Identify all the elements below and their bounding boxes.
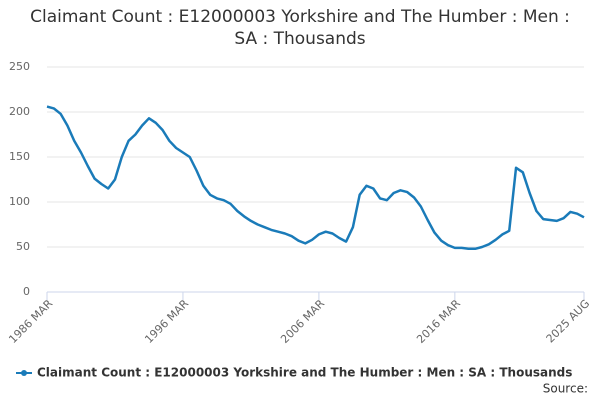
y-tick-label: 50	[16, 240, 30, 253]
x-tick-label: 2025 AUG	[544, 297, 593, 346]
x-tick-label: 1996 MAR	[142, 297, 191, 346]
legend-label: Claimant Count : E12000003 Yorkshire and…	[37, 366, 572, 380]
x-tick-label: 2016 MAR	[414, 297, 463, 346]
x-tick-label: 2006 MAR	[278, 297, 327, 346]
series-line	[46, 105, 585, 251]
y-tick-label: 150	[9, 150, 30, 163]
x-tick-label: 1986 MAR	[6, 297, 55, 346]
y-tick-label: 0	[23, 285, 30, 298]
legend-marker	[21, 370, 27, 376]
y-tick-label: 100	[9, 195, 30, 208]
chart-title: Claimant Count : E12000003 Yorkshire and…	[30, 7, 570, 49]
y-tick-label: 200	[9, 105, 30, 118]
y-tick-label: 250	[9, 60, 30, 73]
source: Source:	[543, 382, 588, 396]
